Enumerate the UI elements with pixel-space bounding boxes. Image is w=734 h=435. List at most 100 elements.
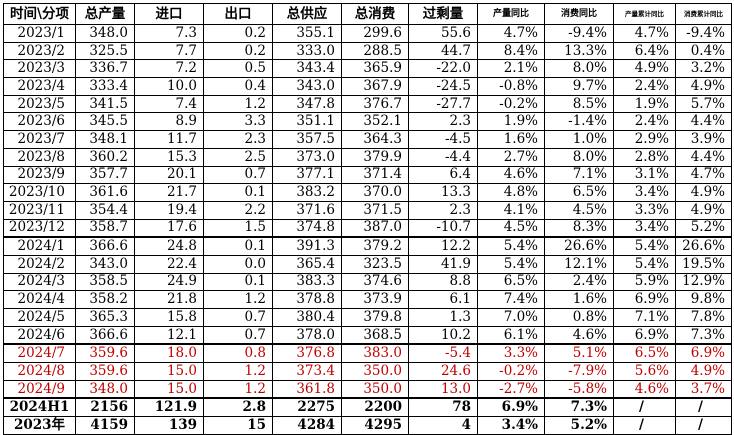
row-period-cell: 2024H1: [3, 397, 76, 418]
table-cell: 371.6: [272, 200, 342, 220]
table-cell: 1.2: [203, 94, 273, 114]
table-cell: 6.9%: [613, 325, 676, 345]
table-row: 2023/11 354.4 19.4 2.2 371.6 371.5 2.3 4.1% 4.5%…: [3, 200, 732, 220]
table-cell: 374.6: [341, 272, 409, 292]
table-cell: 373.0: [272, 147, 342, 167]
table-cell: -4.4: [408, 147, 478, 167]
table-cell: /: [613, 416, 676, 435]
table-cell: 4.9%: [675, 362, 732, 381]
table-row: 2023/12 358.7 17.6 1.5 374.8 387.0 -10.7 4.5% 8.…: [3, 218, 732, 238]
table-cell: 333.0: [272, 41, 342, 61]
table-cell: 12.9%: [675, 272, 732, 292]
table-cell: 3.9%: [675, 130, 732, 149]
table-cell: 364.3: [341, 130, 409, 149]
row-period-cell: 2024/7: [3, 343, 76, 364]
table-cell: 288.5: [341, 41, 409, 61]
table-row: 2023/5 341.5 7.4 1.2 347.8 376.7 -27.7 -0.2% 8.5…: [3, 94, 732, 114]
table-cell: 6.9%: [675, 343, 732, 364]
row-period-cell: 2024/1: [3, 236, 76, 256]
table-cell: 1.6%: [477, 130, 545, 149]
table-cell: 378.8: [272, 290, 342, 309]
table-cell: 41.9: [408, 254, 478, 274]
table-cell: 5.1%: [544, 343, 614, 364]
table-cell: 350.0: [341, 362, 409, 381]
table-row: 2023/9 357.7 20.1 0.7 377.1 371.4 6.4 4.6% 7.1% 3…: [3, 165, 732, 185]
table-cell: /: [675, 397, 732, 418]
table-cell: 5.4%: [477, 254, 545, 274]
table-cell: 5.4%: [613, 254, 676, 274]
table-cell: 359.6: [75, 362, 135, 381]
table-cell: 26.6%: [544, 236, 614, 256]
table-cell: 343.0: [272, 77, 342, 96]
table-cell: 6.5%: [613, 343, 676, 364]
table-row: 2023/2 325.5 7.7 0.2 333.0 288.5 44.7 8.4% 13.3%…: [3, 41, 732, 61]
table-cell: -9.4%: [675, 24, 732, 43]
table-cell: 0.4: [203, 77, 273, 96]
table-cell: 19.4: [134, 200, 204, 220]
table-cell: 1.2: [203, 290, 273, 309]
table-cell: 0.8: [203, 343, 273, 364]
table-row: 2024/6 366.6 12.1 0.7 378.0 368.5 10.2 6.1% 4.6%…: [3, 325, 732, 345]
table-cell: 78: [408, 397, 478, 418]
table-cell: 6.1: [408, 290, 478, 309]
table-cell: 0.1: [203, 236, 273, 256]
table-row: 2024/4 358.2 21.8 1.2 378.8 373.9 6.1 7.4% 1.6% 6…: [3, 290, 732, 309]
table-cell: 15: [203, 416, 273, 435]
table-cell: 2.5: [203, 147, 273, 167]
table-cell: 7.3%: [675, 325, 732, 345]
row-period-cell: 2023/10: [3, 183, 76, 202]
table-cell: 0.4%: [675, 41, 732, 61]
table-cell: 6.9%: [613, 290, 676, 309]
table-row: 2024H1 2156 121.9 2.8 2275 2200 78 6.9% 7.3% / /: [3, 397, 732, 418]
row-period-cell: 2023/9: [3, 165, 76, 185]
table-cell: 2.4%: [613, 112, 676, 132]
table-cell: 2200: [341, 397, 409, 418]
table-cell: 2.4%: [613, 77, 676, 96]
table-cell: 325.5: [75, 41, 135, 61]
header-row: 时间\分项 总产量 进口 出口 总供应 总消费 过剩量 产量同比 消费同比 产量累计同比 消费累计同…: [3, 3, 732, 25]
table-cell: 15.0: [134, 362, 204, 381]
row-period-cell: 2023/2: [3, 41, 76, 61]
column-header: 过剩量: [408, 3, 478, 25]
table-cell: 24.9: [134, 272, 204, 292]
table-cell: -1.4%: [544, 112, 614, 132]
table-cell: 8.9: [134, 112, 204, 132]
table-cell: 8.0%: [544, 59, 614, 79]
table-cell: 4.5%: [544, 200, 614, 220]
table-cell: 4: [408, 416, 478, 435]
table-cell: 7.2: [134, 59, 204, 79]
table-cell: -2.7%: [477, 379, 545, 399]
table-cell: 333.4: [75, 77, 135, 96]
table-cell: 365.3: [75, 308, 135, 327]
table-cell: 4.7%: [675, 165, 732, 185]
table-cell: 2.4%: [544, 272, 614, 292]
table-cell: 8.0%: [544, 147, 614, 167]
table-cell: 4.1%: [477, 200, 545, 220]
table-cell: 0.8%: [544, 308, 614, 327]
table-row: 2023/7 348.1 11.7 2.3 357.5 364.3 -4.5 1.6% 1.0%…: [3, 130, 732, 149]
table-cell: 354.4: [75, 200, 135, 220]
table-cell: 4.6%: [477, 165, 545, 185]
column-header: 出口: [203, 3, 273, 25]
table-cell: -27.7: [408, 94, 478, 114]
table-cell: 5.9%: [613, 272, 676, 292]
table-cell: 2.1%: [477, 59, 545, 79]
table-cell: 7.0%: [477, 308, 545, 327]
table-cell: 8.5%: [544, 94, 614, 114]
table-cell: 12.1%: [544, 254, 614, 274]
table-cell: 13.3%: [544, 41, 614, 61]
table-cell: 6.4%: [613, 41, 676, 61]
table-cell: 2.9%: [613, 130, 676, 149]
table-cell: 4.9%: [675, 77, 732, 96]
table-cell: 3.2%: [675, 59, 732, 79]
table-cell: 355.1: [272, 24, 342, 43]
table-cell: 2275: [272, 397, 342, 418]
table-cell: 361.6: [75, 183, 135, 202]
table-cell: 1.9%: [477, 112, 545, 132]
table-cell: 361.8: [272, 379, 342, 399]
table-cell: 3.1%: [613, 165, 676, 185]
table-cell: 4.9%: [675, 183, 732, 202]
table-cell: 4.9%: [675, 200, 732, 220]
table-cell: 1.2: [203, 379, 273, 399]
table-row: 2024/8 359.6 15.0 1.2 373.4 350.0 24.6 -0.2% -7.…: [3, 362, 732, 381]
